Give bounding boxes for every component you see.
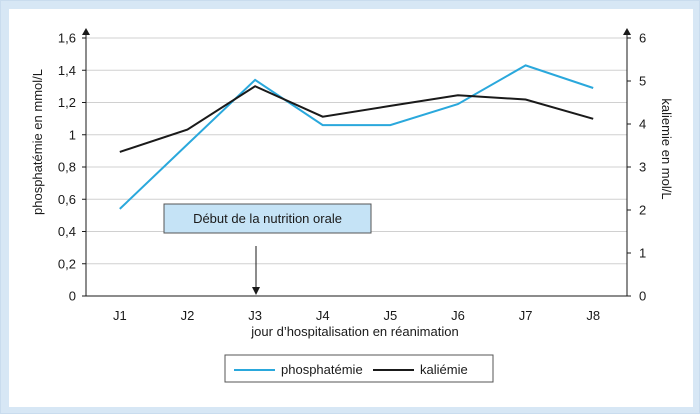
- x-tick-label: J8: [586, 308, 600, 323]
- y2-tick-label: 1: [639, 246, 646, 261]
- annotation-arrow-head: [252, 287, 260, 295]
- x-tick-label: J4: [316, 308, 330, 323]
- series-lines: [119, 64, 594, 210]
- y-tick-label: 1,4: [58, 63, 76, 78]
- series-line-phosphatemie: [119, 64, 594, 210]
- y2-tick-label: 6: [639, 31, 646, 46]
- x-tick-label: J5: [383, 308, 397, 323]
- chart-panel: 0 0,2 0,4 0,6 0,8 1 1,2 1,4 1,6 0 1 2 3 4 5 6 J1 J2 J3 J4 J5…: [9, 9, 693, 407]
- y-tick-label: 0,6: [58, 192, 76, 207]
- annotation: Début de la nutrition orale: [163, 203, 372, 295]
- y-axis-label: phosphatémie en mmol/L: [30, 69, 45, 215]
- y-tick-label: 1,6: [58, 31, 76, 46]
- x-tick-label: J3: [248, 308, 262, 323]
- y-tick-label: 1,2: [58, 95, 76, 110]
- annotation-box: [163, 203, 372, 234]
- legend-box: [224, 354, 494, 383]
- y2-tick-label: 5: [639, 74, 646, 89]
- y-axis-arrow: [82, 28, 90, 35]
- x-axis-label: jour d’hospitalisation en réanimation: [250, 324, 458, 339]
- y-tick-label: 0,2: [58, 256, 76, 271]
- series-line-kaliemie: [119, 85, 594, 153]
- x-tick-label: J7: [519, 308, 533, 323]
- y2-axis-arrow: [623, 28, 631, 35]
- line-chart: 0 0,2 0,4 0,6 0,8 1 1,2 1,4 1,6 0 1 2 3 4 5 6 J1 J2 J3 J4 J5…: [30, 28, 674, 383]
- axes: [82, 28, 631, 297]
- legend: phosphatémie kaliémie: [224, 354, 494, 383]
- y2-tick-label: 3: [639, 160, 646, 175]
- y-tick-label: 0,8: [58, 160, 76, 175]
- y-tick-label: 0: [69, 289, 76, 304]
- legend-label-kaliemie: kaliémie: [420, 362, 468, 377]
- tick-labels: 0 0,2 0,4 0,6 0,8 1 1,2 1,4 1,6 0 1 2 3 4 5 6 J1 J2 J3 J4 J5…: [58, 31, 646, 324]
- y2-tick-label: 4: [639, 117, 646, 132]
- x-tick-label: J1: [113, 308, 127, 323]
- y2-axis-label: kaliemie en mol/L: [659, 98, 674, 199]
- x-tick-label: J2: [181, 308, 195, 323]
- legend-label-phosphatemie: phosphatémie: [281, 362, 363, 377]
- annotation-text: Début de la nutrition orale: [193, 211, 342, 226]
- x-tick-label: J6: [451, 308, 465, 323]
- y2-tick-label: 0: [639, 289, 646, 304]
- y-tick-label: 1: [69, 127, 76, 142]
- y-tick-label: 0,4: [58, 224, 76, 239]
- y2-tick-label: 2: [639, 203, 646, 218]
